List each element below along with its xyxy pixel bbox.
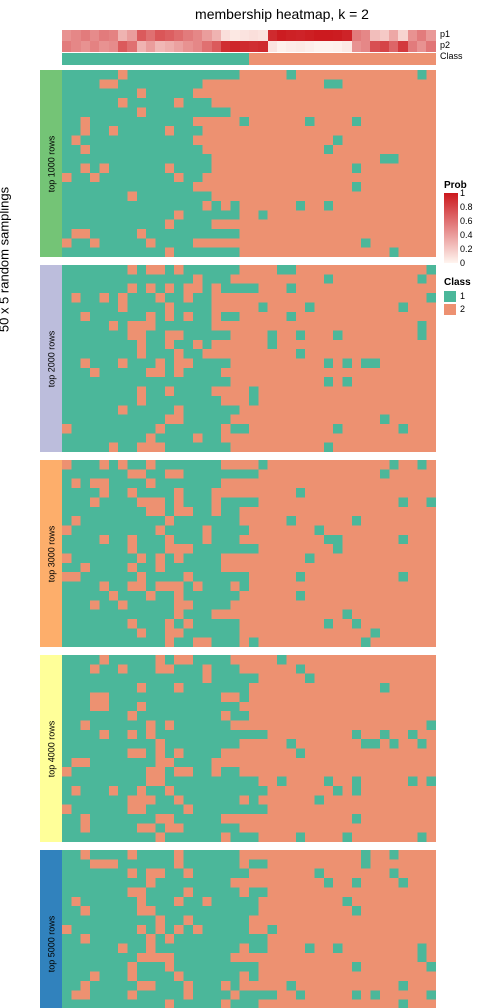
prob-tick: 1 — [460, 188, 465, 198]
swatch — [444, 304, 456, 315]
heatmap-panels: top 1000 rowstop 2000 rowstop 3000 rowst… — [40, 70, 436, 490]
panel-heatmap — [62, 655, 436, 842]
top-annotation-block — [62, 30, 436, 65]
panel-1: top 1000 rows — [40, 70, 436, 257]
panel-heatmap — [62, 850, 436, 1008]
legend: Prob 10.80.60.40.20 Class 12 — [444, 180, 471, 315]
panel-4: top 4000 rows — [40, 655, 436, 842]
panel-heatmap — [62, 460, 436, 647]
prob-tick: 0.4 — [460, 230, 473, 240]
panel-5: top 5000 rows — [40, 850, 436, 1008]
class-row — [62, 53, 436, 65]
prob-tick: 0.6 — [460, 216, 473, 226]
prob-tick: 0.8 — [460, 202, 473, 212]
swatch-label: 1 — [460, 291, 465, 301]
panel-heatmap — [62, 70, 436, 257]
panel-3: top 3000 rows — [40, 460, 436, 647]
p1-row — [62, 30, 436, 41]
panel-label: top 2000 rows — [40, 265, 62, 452]
legend-prob-title: Prob — [444, 180, 471, 191]
panel-label: top 5000 rows — [40, 850, 62, 1008]
panel-label: top 3000 rows — [40, 460, 62, 647]
legend-class-title: Class — [444, 277, 471, 288]
swatch — [444, 291, 456, 302]
swatch-label: 2 — [460, 304, 465, 314]
class-legend-item: 2 — [444, 303, 471, 315]
panel-label: top 1000 rows — [40, 70, 62, 257]
prob-colorbar: 10.80.60.40.20 — [444, 193, 458, 263]
label-p1: p1 — [440, 29, 463, 40]
p2-row — [62, 41, 436, 52]
panel-2: top 2000 rows — [40, 265, 436, 452]
label-p2: p2 — [440, 40, 463, 51]
prob-tick: 0 — [460, 258, 465, 268]
class-legend-item: 1 — [444, 290, 471, 302]
top-annotation-labels: p1 p2 Class — [440, 29, 463, 62]
panel-label: top 4000 rows — [40, 655, 62, 842]
y-axis-label: 50 x 5 random samplings — [0, 187, 12, 332]
panel-heatmap — [62, 265, 436, 452]
prob-tick: 0.2 — [460, 244, 473, 254]
plot-title: membership heatmap, k = 2 — [0, 6, 504, 22]
label-class: Class — [440, 51, 463, 62]
class-legend: Class 1 2 — [444, 277, 471, 315]
figure: membership heatmap, k = 2 50 x 5 random … — [0, 0, 504, 504]
